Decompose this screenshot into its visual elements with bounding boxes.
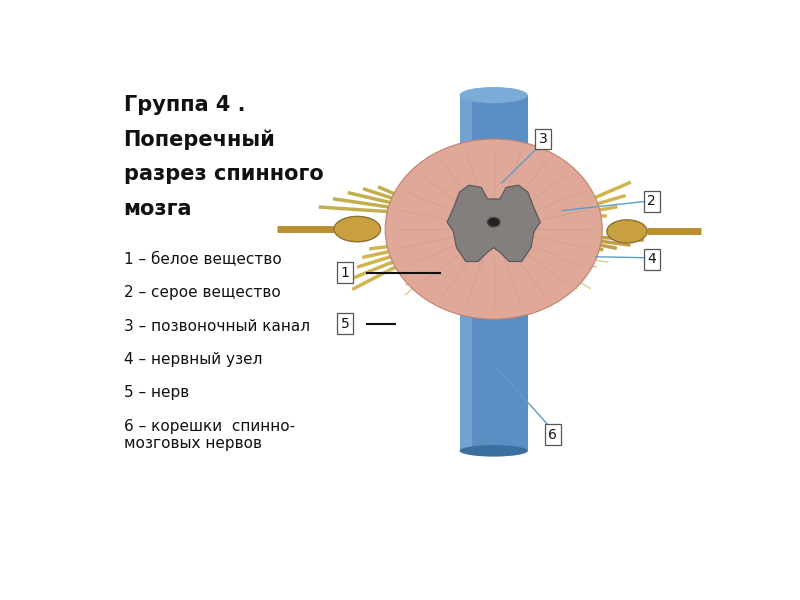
- Text: 4: 4: [647, 252, 656, 266]
- Ellipse shape: [386, 139, 602, 319]
- Ellipse shape: [607, 220, 647, 243]
- Text: 3: 3: [539, 132, 548, 146]
- Text: 3 – позвоночный канал: 3 – позвоночный канал: [123, 319, 310, 334]
- Text: 4 – нервный узел: 4 – нервный узел: [123, 352, 262, 367]
- Text: 5 – нерв: 5 – нерв: [123, 385, 189, 400]
- Text: мозга: мозга: [123, 199, 192, 219]
- Ellipse shape: [459, 445, 528, 457]
- Bar: [459, 95, 471, 451]
- Text: 2: 2: [647, 194, 656, 208]
- Bar: [459, 95, 528, 451]
- Text: 6 – корешки  спинно-
мозговых нервов: 6 – корешки спинно- мозговых нервов: [123, 419, 294, 451]
- Text: 5: 5: [341, 317, 350, 331]
- Text: Поперечный: Поперечный: [123, 130, 275, 150]
- Text: разрез спинного: разрез спинного: [123, 164, 323, 184]
- Text: 2 – серое вещество: 2 – серое вещество: [123, 286, 280, 301]
- Ellipse shape: [459, 87, 528, 103]
- Ellipse shape: [334, 217, 381, 242]
- Text: Группа 4 .: Группа 4 .: [123, 95, 245, 115]
- Circle shape: [487, 218, 500, 227]
- Text: 1: 1: [341, 266, 350, 280]
- Text: 1 – белое вещество: 1 – белое вещество: [123, 252, 282, 267]
- Polygon shape: [447, 185, 540, 262]
- Text: 6: 6: [548, 428, 557, 442]
